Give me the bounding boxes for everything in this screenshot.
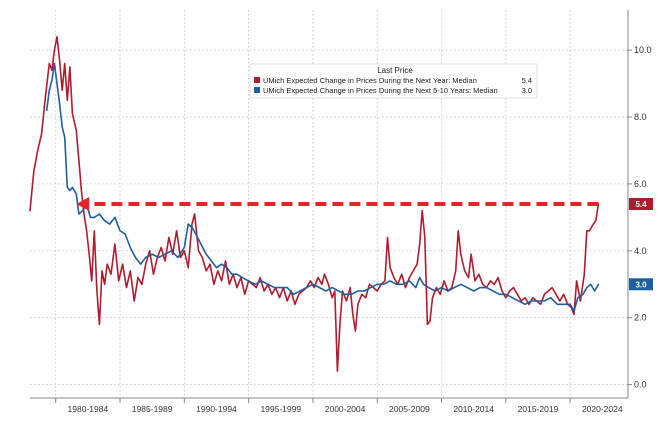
annotations: [76, 197, 599, 211]
last-value-tags: 5.4 3.0: [629, 198, 653, 291]
y-tick-label: 10.0: [634, 45, 652, 55]
x-tick-label: 1985-1989: [132, 404, 173, 414]
legend-label-series-1: UMich Expected Change in Prices During t…: [263, 76, 477, 85]
x-tick-label: 2005-2009: [389, 404, 430, 414]
legend-title: Last Price: [377, 66, 413, 75]
y-tick-label: 8.0: [634, 112, 647, 122]
legend: Last Price UMich Expected Change in Pric…: [249, 63, 538, 99]
series-lines: [29, 36, 600, 372]
last-value-tag-label-1: 5.4: [635, 200, 647, 209]
x-tick-label: 2010-2014: [453, 404, 494, 414]
series-line-2: [45, 62, 600, 312]
x-tick-label: 2015-2019: [518, 404, 559, 414]
last-value-tag-2: [629, 278, 653, 291]
x-tick-label: 1980-1984: [68, 404, 109, 414]
series-line-1: [29, 36, 600, 372]
legend-swatch-series-1: [254, 77, 260, 83]
x-tick-label: 2020-2024: [582, 404, 623, 414]
y-tick-label: 0.0: [634, 380, 647, 390]
x-tick-label: 2000-2004: [325, 404, 366, 414]
y-axis-ticks: 0.0 2.0 4.0 6.0 8.0 10.0: [628, 45, 652, 390]
x-tick-label: 1990-1994: [196, 404, 237, 414]
y-tick-label: 2.0: [634, 313, 647, 323]
dashed-arrow-head: [76, 197, 90, 211]
legend-value-series-2: 3.0: [522, 86, 532, 95]
y-tick-label: 6.0: [634, 179, 647, 189]
legend-value-series-1: 5.4: [522, 76, 532, 85]
legend-swatch-series-2: [254, 87, 260, 93]
x-axis-ticks: 1980-1984 1985-1989 1990-1994 1995-1999 2000…: [55, 398, 623, 414]
legend-label-series-2: UMich Expected Change in Prices During t…: [263, 86, 498, 95]
x-tick-label: 1995-1999: [260, 404, 301, 414]
last-value-tag-label-2: 3.0: [635, 280, 647, 289]
last-value-tag-1: [629, 198, 653, 210]
y-tick-label: 4.0: [634, 246, 647, 256]
legend-box: [249, 63, 538, 99]
